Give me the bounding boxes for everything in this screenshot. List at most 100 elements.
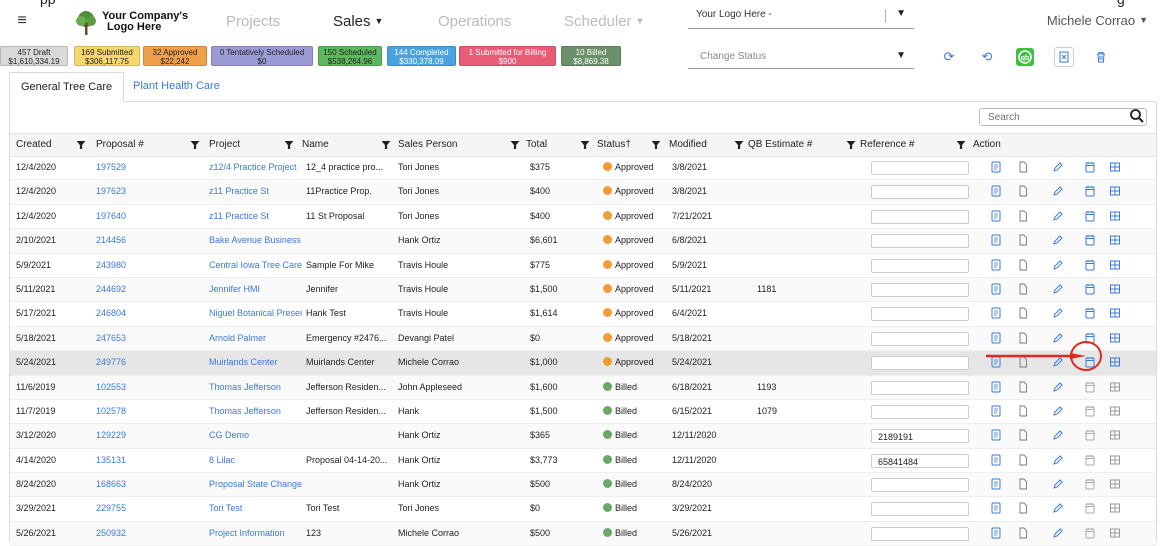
blank-page-icon[interactable] (1017, 429, 1029, 441)
calendar-icon[interactable] (1084, 259, 1096, 271)
change-status-select[interactable]: Change Status ▼ (688, 48, 914, 69)
nav-scheduler[interactable]: Scheduler ▼ (564, 13, 644, 30)
status-badge[interactable]: 144 Completed $330,378.09 (387, 46, 456, 66)
grid-icon[interactable] (1109, 356, 1121, 368)
filter-icon[interactable] (381, 134, 391, 156)
reference-input[interactable] (871, 478, 969, 493)
search-icon[interactable] (1129, 108, 1145, 124)
edit-pencil-icon[interactable] (1052, 283, 1064, 295)
table-row[interactable]: 2/10/2021 214456 Bake Avenue Business Hank … (10, 229, 1156, 254)
blank-page-icon[interactable] (1017, 185, 1029, 197)
cell-project[interactable]: z11 Practice St (209, 186, 269, 197)
cell-project[interactable]: CG Demo (209, 430, 250, 441)
document-icon[interactable] (990, 161, 1002, 173)
blank-page-icon[interactable] (1017, 454, 1029, 466)
status-badge[interactable]: 0 Tentatively Scheduled $0 (211, 46, 313, 66)
grid-icon[interactable] (1109, 527, 1121, 539)
excel-export-icon[interactable] (1054, 47, 1074, 67)
reference-input[interactable]: 2189191 (871, 429, 969, 444)
grid-icon[interactable] (1109, 429, 1121, 441)
search-box[interactable] (979, 108, 1147, 126)
blank-page-icon[interactable] (1017, 234, 1029, 246)
reference-input[interactable]: 65841484 (871, 453, 969, 468)
grid-icon[interactable] (1109, 405, 1121, 417)
calendar-icon[interactable] (1084, 283, 1096, 295)
reference-input[interactable] (871, 307, 969, 322)
table-row[interactable]: 5/24/2021 249776 Muirlands Center Muirlands… (10, 351, 1156, 376)
nav-operations[interactable]: Operations (438, 13, 511, 30)
cell-proposal[interactable]: 247653 (96, 332, 127, 343)
filter-icon[interactable] (190, 134, 200, 156)
filter-icon[interactable] (651, 134, 661, 156)
grid-icon[interactable] (1109, 234, 1121, 246)
edit-pencil-icon[interactable] (1052, 478, 1064, 490)
document-icon[interactable] (990, 454, 1002, 466)
document-icon[interactable] (990, 234, 1002, 246)
table-row[interactable]: 3/29/2021 229755 Tori Test Tori Test Tori Jo… (10, 497, 1156, 522)
column-header[interactable]: Status† (597, 139, 631, 150)
cell-project[interactable]: Muirlands Center (209, 357, 278, 368)
reference-input[interactable] (871, 356, 969, 371)
cell-proposal[interactable]: 197529 (96, 162, 127, 172)
table-row[interactable]: 3/12/2020 129229 CG Demo Hank Ortiz $365 Bill… (10, 424, 1156, 449)
document-icon[interactable] (990, 283, 1002, 295)
cell-project[interactable]: Project Information (209, 527, 285, 538)
cell-proposal[interactable]: 250932 (96, 527, 127, 538)
blank-page-icon[interactable] (1017, 502, 1029, 514)
column-header[interactable]: QB Estimate # (748, 139, 813, 150)
document-icon[interactable] (990, 332, 1002, 344)
calendar-icon[interactable] (1084, 185, 1096, 197)
history-icon[interactable]: ⟲ (981, 49, 993, 64)
column-header[interactable]: Proposal # (96, 139, 144, 150)
reference-input[interactable] (871, 502, 969, 517)
grid-icon[interactable] (1109, 259, 1121, 271)
filter-icon[interactable] (76, 134, 86, 156)
cell-proposal[interactable]: 214456 (96, 235, 127, 246)
search-input[interactable] (988, 110, 1118, 124)
quickbooks-icon[interactable]: qb (1016, 48, 1034, 66)
edit-pencil-icon[interactable] (1052, 405, 1064, 417)
edit-pencil-icon[interactable] (1052, 185, 1064, 197)
edit-pencil-icon[interactable] (1052, 161, 1064, 173)
cell-project[interactable]: Proposal State Change (209, 479, 302, 490)
grid-icon[interactable] (1109, 161, 1121, 173)
blank-page-icon[interactable] (1017, 307, 1029, 319)
status-badge[interactable]: 32 Approved $22,242 (143, 46, 207, 66)
grid-icon[interactable] (1109, 502, 1121, 514)
grid-icon[interactable] (1109, 283, 1121, 295)
cell-proposal[interactable]: 168663 (96, 479, 127, 490)
blank-page-icon[interactable] (1017, 381, 1029, 393)
table-row[interactable]: 5/11/2021 244692 Jennifer HMI Jennifer Travi… (10, 277, 1156, 303)
cell-project[interactable]: z12/4 Practice Project (209, 162, 297, 172)
cell-project[interactable]: Thomas Jefferson (209, 405, 281, 416)
grid-icon[interactable] (1109, 478, 1121, 490)
cell-project[interactable]: z11 Practice St (209, 210, 269, 221)
reference-input[interactable] (871, 209, 969, 224)
calendar-icon[interactable] (1084, 429, 1096, 441)
cell-proposal[interactable]: 129229 (96, 430, 127, 441)
status-badge[interactable]: 10 Billed $8,869.38 (561, 46, 621, 66)
cell-proposal[interactable]: 102553 (96, 381, 127, 392)
edit-pencil-icon[interactable] (1052, 527, 1064, 539)
cell-project[interactable]: Central Iowa Tree Care (209, 259, 302, 270)
blank-page-icon[interactable] (1017, 283, 1029, 295)
blank-page-icon[interactable] (1017, 405, 1029, 417)
tab-plant-health-care[interactable]: Plant Health Care (122, 72, 231, 101)
reference-input[interactable] (871, 185, 969, 200)
calendar-icon[interactable] (1084, 307, 1096, 319)
cell-proposal[interactable]: 102578 (96, 405, 127, 416)
cell-proposal[interactable]: 135131 (96, 454, 127, 465)
edit-pencil-icon[interactable] (1052, 502, 1064, 514)
cell-project[interactable]: Niguel Botanical Preserve (209, 308, 302, 319)
cell-proposal[interactable]: 244692 (96, 283, 127, 294)
table-row[interactable]: 12/4/2020 197640 z11 Practice St 11 St Prop… (10, 205, 1156, 230)
cell-proposal[interactable]: 249776 (96, 357, 127, 368)
table-row[interactable]: 11/7/2019 102578 Thomas Jefferson Jefferson… (10, 400, 1156, 425)
column-header[interactable]: Created (16, 139, 52, 150)
refresh-icon[interactable]: ⟳ (943, 49, 955, 64)
logo-select[interactable]: Your Logo Here - ▼ (688, 6, 914, 29)
document-icon[interactable] (990, 429, 1002, 441)
document-icon[interactable] (990, 527, 1002, 539)
user-menu[interactable]: Michele Corrao ▼ (1047, 13, 1148, 28)
table-row[interactable]: 5/26/2021 250932 Project Information 123 Mic… (10, 521, 1156, 546)
